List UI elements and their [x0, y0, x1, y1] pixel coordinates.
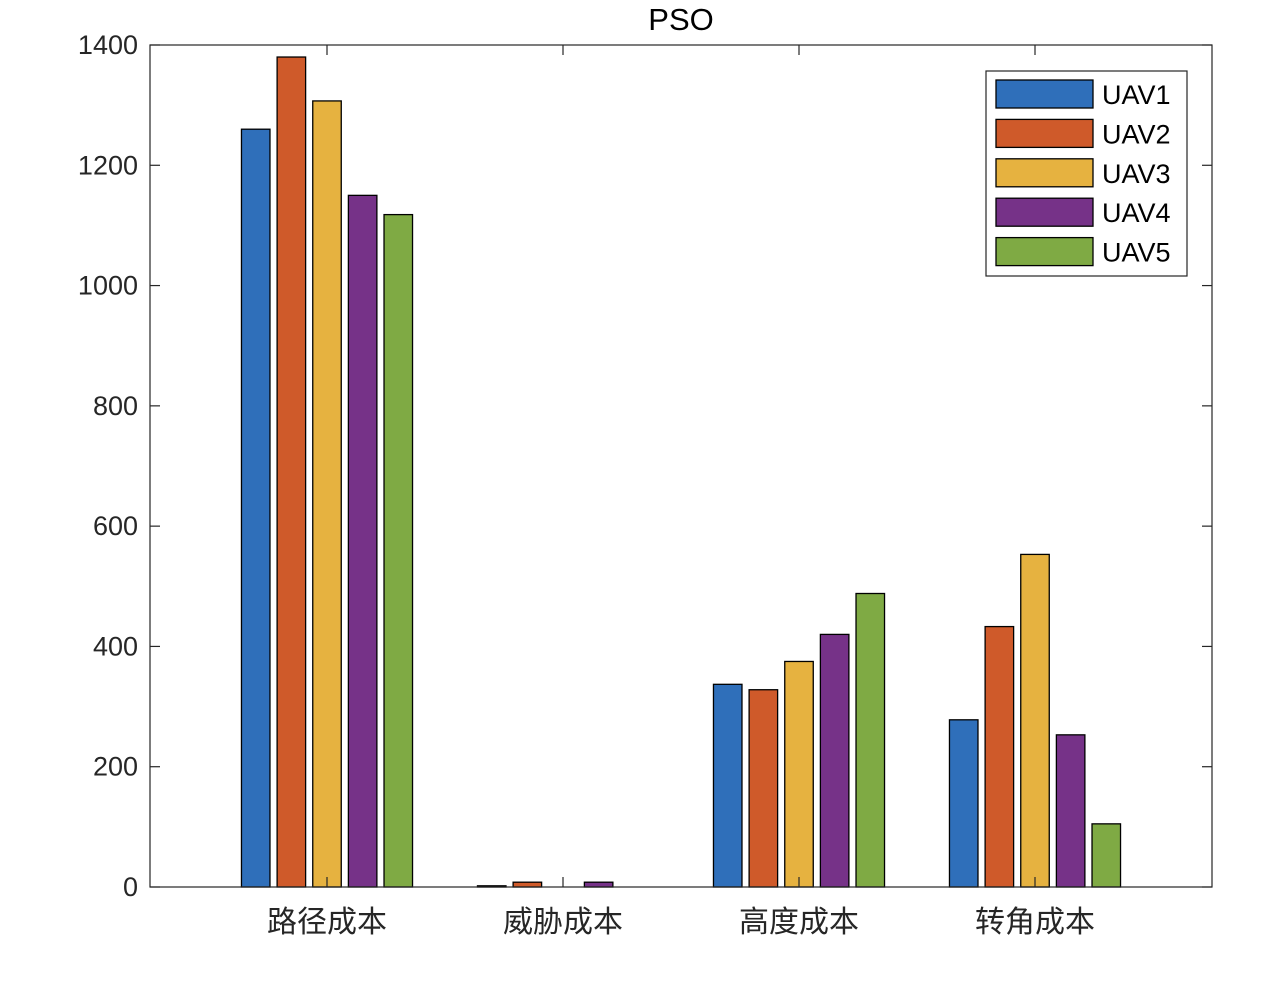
y-tick-label: 600	[93, 511, 138, 541]
bar-uav2-cat-0	[276, 56, 307, 888]
bar-uav4-cat-0	[347, 194, 378, 888]
y-tick-label: 1400	[78, 30, 138, 60]
bar-uav4-cat-1	[583, 881, 614, 888]
y-tick-label: 400	[93, 631, 138, 661]
chart-title: PSO	[648, 2, 713, 37]
bar-uav5-cat-0	[383, 213, 414, 888]
legend: UAV1 UAV2 UAV3 UAV4 UAV5	[985, 70, 1188, 277]
x-axis: 路径成本 威胁成本 高度成本 转角成本	[267, 45, 1095, 940]
legend-swatch-uav5	[995, 236, 1094, 267]
y-axis: 0 200 400 600 800 1000 1200 1400	[78, 30, 1212, 902]
legend-swatch-uav4	[995, 197, 1094, 227]
bar-uav1-cat-0	[240, 128, 271, 888]
legend-swatch-uav3	[995, 158, 1094, 188]
y-tick-label: 1000	[78, 271, 138, 301]
y-tick-label: 800	[93, 391, 138, 421]
y-tick-label: 200	[93, 752, 138, 782]
legend-label-uav4: UAV4	[1102, 198, 1171, 228]
legend-label-uav3: UAV3	[1102, 159, 1171, 189]
bar-uav4-cat-3	[1055, 734, 1086, 888]
y-tick-label: 1200	[78, 150, 138, 180]
bar-uav2-cat-3	[984, 625, 1015, 888]
legend-swatch-uav1	[995, 79, 1094, 109]
bar-uav2-cat-1	[512, 881, 543, 888]
plot-area-frame	[149, 44, 1213, 888]
bar-uav5-cat-3	[1091, 823, 1122, 888]
x-tick-label: 威胁成本	[503, 905, 623, 940]
legend-label-uav1: UAV1	[1102, 80, 1171, 110]
bar-uav3-cat-0	[312, 100, 342, 888]
bar-uav1-cat-3	[948, 719, 979, 888]
bar-uav2-cat-2	[748, 689, 779, 888]
bars	[240, 56, 1122, 888]
legend-label-uav2: UAV2	[1102, 119, 1171, 149]
y-tick-label: 0	[123, 872, 138, 902]
x-tick-label: 高度成本	[739, 905, 859, 940]
legend-swatch-uav2	[995, 118, 1094, 149]
x-tick-label: 路径成本	[267, 905, 387, 940]
x-tick-label: 转角成本	[975, 905, 1095, 940]
bar-uav5-cat-2	[855, 592, 886, 888]
bar-uav3-cat-2	[784, 660, 814, 888]
legend-label-uav5: UAV5	[1102, 238, 1171, 268]
bar-uav4-cat-2	[819, 633, 850, 888]
bar-uav3-cat-3	[1020, 553, 1050, 888]
bar-uav1-cat-2	[712, 683, 743, 888]
